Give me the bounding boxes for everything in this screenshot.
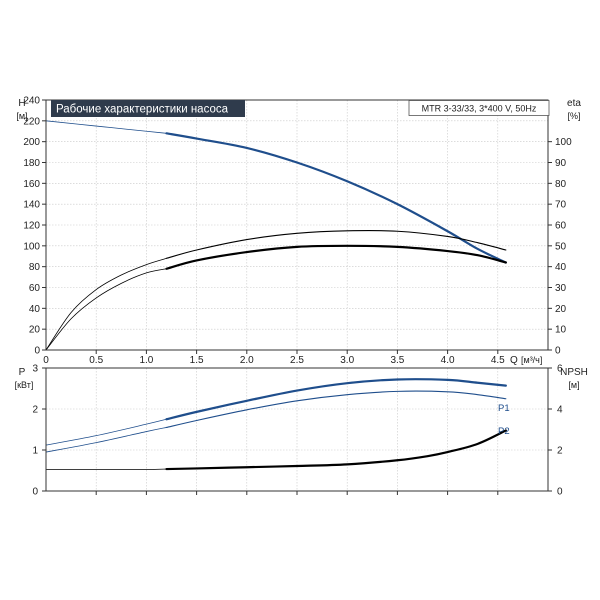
y-tick-label: 240 <box>23 96 40 107</box>
y-tick-label: 0 <box>34 346 40 357</box>
x-tick-label: 4.5 <box>491 355 505 366</box>
y2-tick-label: 70 <box>555 200 567 211</box>
head-curve <box>165 132 507 264</box>
x-tick-label: 2.0 <box>240 355 254 366</box>
series-label-p2: P2 <box>498 426 510 437</box>
y-tick-label: 60 <box>29 283 41 294</box>
grid-layer <box>46 100 548 491</box>
x-tick-label: 1.5 <box>190 355 204 366</box>
y2-axis-unit-eta: [%] <box>567 111 580 121</box>
y2-tick-label: 80 <box>555 179 567 190</box>
p-tick-label: 3 <box>32 364 38 375</box>
chart-title: Рабочие характеристики насоса <box>56 104 229 116</box>
x-tick-label: 0.5 <box>89 355 103 366</box>
p2-curve <box>165 390 507 428</box>
y-tick-label: 200 <box>23 137 40 148</box>
x-tick-label: 3.0 <box>340 355 354 366</box>
y-tick-label: 120 <box>23 221 40 232</box>
y-axis-unit-h: [м] <box>16 111 27 121</box>
x-tick-label: 1.0 <box>139 355 153 366</box>
p-tick-label: 1 <box>32 446 38 457</box>
y2-tick-label: 0 <box>555 346 561 357</box>
p-tick-label: 0 <box>32 487 38 498</box>
y-axis-unit-p: [кВт] <box>15 380 34 390</box>
y-tick-label: 180 <box>23 158 40 169</box>
y-tick-label: 40 <box>29 304 41 315</box>
head-curve-thin <box>45 120 167 134</box>
y2-axis-label-eta: eta <box>567 98 581 109</box>
y2-tick-label: 60 <box>555 221 567 232</box>
y2-tick-label: 20 <box>555 304 567 315</box>
x-axis-label-q: Q <box>510 355 518 366</box>
y-tick-label: 80 <box>29 262 41 273</box>
model-label: MTR 3-33/33, 3*400 V, 50Hz <box>422 104 537 114</box>
p-tick-label: 2 <box>32 405 38 416</box>
chart-title-box <box>51 100 245 117</box>
model-label-box <box>408 100 550 116</box>
y-axis-label-p: P <box>19 367 26 378</box>
y2-axis-label-npsh: NPSH <box>560 367 588 378</box>
npsh-tick-label: 0 <box>557 487 563 498</box>
x-axis-unit-q: [м³/ч] <box>521 355 542 365</box>
eta-curve-upper-thin <box>45 257 167 351</box>
x-tick-label: 2.5 <box>290 355 304 366</box>
y2-tick-label: 30 <box>555 283 567 294</box>
y2-tick-label: 10 <box>555 325 567 336</box>
npsh-tick-label: 4 <box>557 405 563 416</box>
p1-curve-thin <box>45 418 167 446</box>
npsh-curve <box>165 429 507 471</box>
eta-curve-lower-thin <box>45 268 167 351</box>
y-tick-label: 140 <box>23 200 40 211</box>
series-label-p1: P1 <box>498 403 510 414</box>
y-axis-label-h: H <box>18 98 25 109</box>
x-tick-label: 0 <box>43 355 49 366</box>
p2-curve-thin <box>45 427 167 453</box>
x-tick-label: 4.0 <box>441 355 455 366</box>
y-tick-label: 20 <box>29 325 41 336</box>
tick-layer: 0 0.5 1.0 1.5 2.0 2.5 3.0 3.5 4.0 4.5020406080100… <box>23 96 572 498</box>
y-tick-label: 220 <box>23 116 40 127</box>
curve-layer <box>45 120 507 471</box>
npsh-tick-label: 2 <box>557 446 563 457</box>
eta-curve-upper <box>165 230 507 259</box>
y-tick-label: 100 <box>23 241 40 252</box>
y2-axis-unit-npsh: [м] <box>568 380 579 390</box>
y2-tick-label: 100 <box>555 137 572 148</box>
x-tick-label: 3.5 <box>390 355 404 366</box>
p1-curve <box>165 378 507 421</box>
y2-tick-label: 50 <box>555 241 567 252</box>
eta-curve-lower <box>165 244 507 270</box>
y2-tick-label: 90 <box>555 158 567 169</box>
y-tick-label: 160 <box>23 179 40 190</box>
y2-tick-label: 40 <box>555 262 567 273</box>
npsh-tick-label: 6 <box>557 364 563 375</box>
